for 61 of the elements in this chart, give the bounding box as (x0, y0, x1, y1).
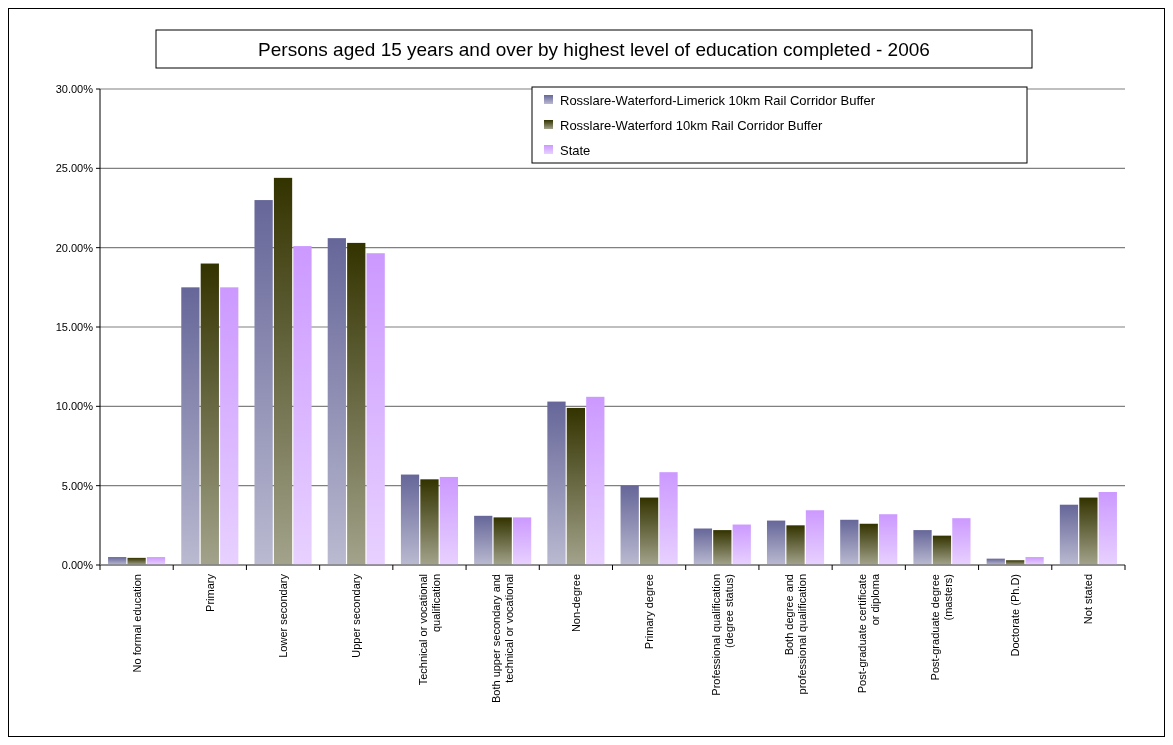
bar (512, 517, 532, 565)
y-tick-label: 30.00% (55, 82, 94, 95)
bar (840, 519, 859, 565)
bar (327, 238, 346, 565)
y-tick-label: 0.00% (61, 558, 94, 571)
x-tick-label: Post-graduate certificate or diploma (856, 573, 882, 694)
x-tick-label: Primary (203, 573, 216, 612)
bar (347, 242, 366, 565)
y-tick-label: 10.00% (55, 400, 94, 413)
bar (620, 485, 639, 565)
x-tick-label: Not stated (1082, 574, 1095, 625)
y-tick-label: 15.00% (55, 320, 94, 333)
bar (879, 514, 898, 565)
x-tick-label: Primary degree (643, 574, 656, 650)
bar (766, 520, 786, 565)
bar (293, 246, 312, 565)
x-tick-label: Professional qualification (degree status) (709, 574, 735, 696)
bar (859, 523, 878, 565)
bar (1079, 497, 1098, 565)
bar (273, 177, 293, 565)
legend-label: Rosslare-Waterford 10km Rail Corridor Buffer (560, 117, 823, 133)
bar (566, 407, 586, 565)
bar (713, 530, 732, 565)
bar (693, 528, 713, 565)
y-tick-label: 5.00% (61, 479, 94, 492)
bar (254, 200, 273, 565)
x-tick-label: No formal education (130, 574, 143, 673)
bar (400, 474, 420, 565)
legend-label: State (560, 142, 591, 158)
bar (952, 518, 971, 565)
bar (786, 525, 805, 565)
bar (220, 287, 239, 565)
bar (366, 253, 385, 565)
bar (639, 497, 659, 565)
bar (200, 263, 219, 565)
x-tick-label: Non-degree (569, 574, 582, 633)
bar (732, 524, 751, 565)
x-tick-label: Technical or vocational qualification (416, 574, 442, 686)
bar (439, 476, 459, 565)
legend-label: Rosslare-Waterford-Limerick 10km Rail Corridor Buffer (560, 92, 876, 108)
bar (493, 517, 512, 565)
bar (181, 287, 200, 565)
y-tick-label: 25.00% (55, 162, 94, 175)
bar (913, 530, 932, 565)
bar (932, 535, 952, 565)
x-tick-label: Upper secondary (350, 573, 363, 658)
bar (1059, 504, 1079, 565)
chart-title: Persons aged 15 years and over by highest level of education completed - 2006 (258, 39, 930, 60)
bar (547, 401, 566, 565)
bar (586, 396, 605, 565)
x-tick-label: Post-graduate degree (masters) (929, 574, 955, 681)
bar (1025, 557, 1044, 565)
bar (659, 472, 678, 565)
bar (1098, 492, 1117, 565)
x-tick-label: Doctorate (Ph.D) (1009, 574, 1022, 657)
y-tick-label: 20.00% (55, 241, 94, 254)
bar (474, 515, 493, 565)
bar (420, 479, 439, 565)
bar (805, 510, 825, 565)
x-tick-label: Both degree and professional qualification (783, 574, 809, 695)
x-tick-label: Lower secondary (277, 573, 290, 658)
